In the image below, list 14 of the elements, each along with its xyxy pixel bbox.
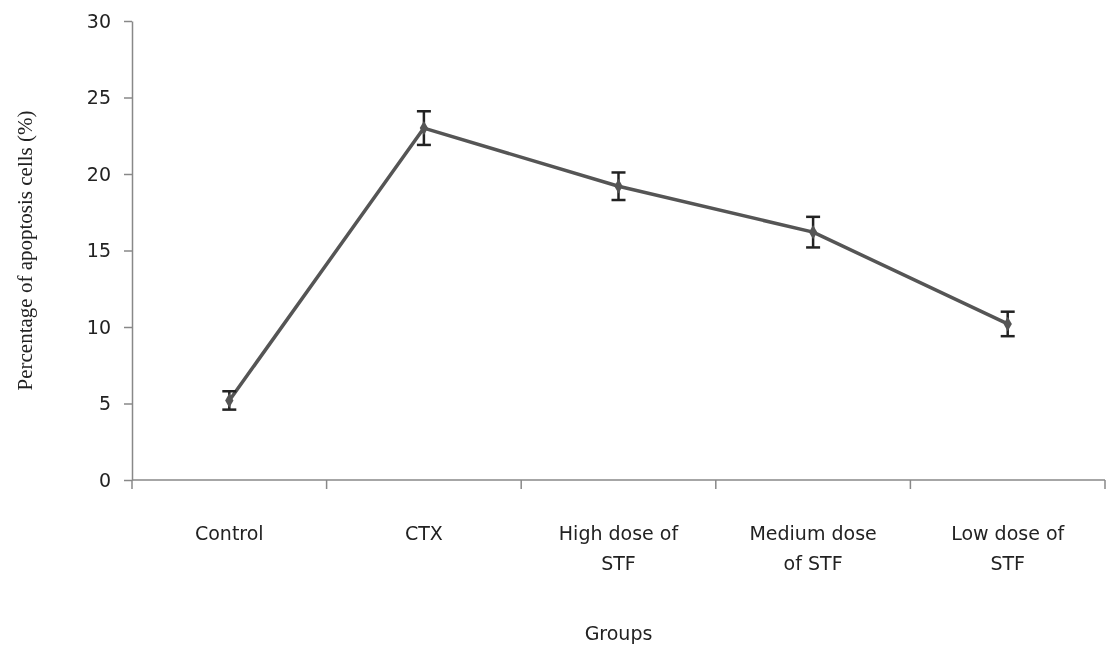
y-tick-label: 5 bbox=[98, 392, 111, 415]
y-tick-label: 30 bbox=[86, 9, 111, 32]
x-tick-label: Low dose of STF bbox=[951, 522, 1066, 574]
y-tick-label: 25 bbox=[86, 86, 111, 109]
y-axis-title: Percentage of apoptosis cells (%) bbox=[13, 110, 37, 391]
y-tick-label: 15 bbox=[86, 239, 111, 262]
y-tick-label: 20 bbox=[86, 162, 111, 185]
x-tick-label: Medium dose of STF bbox=[749, 522, 877, 574]
x-tick-label: Control bbox=[194, 522, 264, 544]
x-axis-title: Groups bbox=[584, 622, 653, 644]
y-tick-label: 0 bbox=[98, 468, 111, 491]
x-tick-label: High dose of STF bbox=[558, 522, 680, 574]
y-tick-label: 10 bbox=[86, 315, 111, 338]
x-tick-label: CTX bbox=[404, 522, 443, 544]
